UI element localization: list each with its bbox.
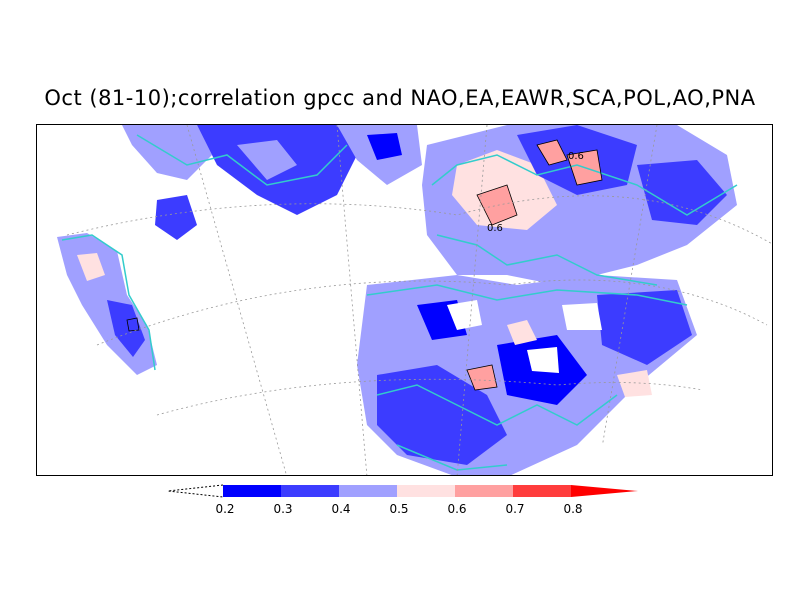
contour-lines <box>126 139 603 391</box>
contour-label: 0.6 <box>487 223 503 234</box>
map-title: Oct (81-10);correlation gpcc and NAO,EA,… <box>44 86 756 110</box>
colorbar-swatch <box>397 485 455 497</box>
colorbar-swatch <box>223 485 281 497</box>
map-panel: 0.6 0.6 <box>36 124 773 476</box>
coastlines <box>61 134 738 471</box>
colorbar-high-arrow <box>571 485 638 497</box>
colorbar-tick-label: 0.7 <box>505 502 525 516</box>
colorbar-swatch <box>513 485 571 497</box>
colorbar-tick-label: 0.4 <box>331 502 351 516</box>
colorbar-swatch <box>281 485 339 497</box>
americas-field <box>57 125 422 375</box>
colorbar-tick-label: 0.6 <box>447 502 467 516</box>
colorbar <box>168 484 638 498</box>
colorbar-swatch <box>339 485 397 497</box>
colorbar-tick-label: 0.8 <box>563 502 583 516</box>
colorbar-low-arrow <box>168 484 224 498</box>
colorbar-tick-label: 0.5 <box>389 502 409 516</box>
contour-label: 0.6 <box>568 151 584 162</box>
correlation-map: 0.6 0.6 <box>37 125 772 475</box>
colorbar-tick-label: 0.3 <box>273 502 293 516</box>
map-mask <box>37 125 772 475</box>
colorbar-tick-label: 0.2 <box>215 502 235 516</box>
colorbar-swatch <box>455 485 513 497</box>
graticule <box>66 125 772 475</box>
